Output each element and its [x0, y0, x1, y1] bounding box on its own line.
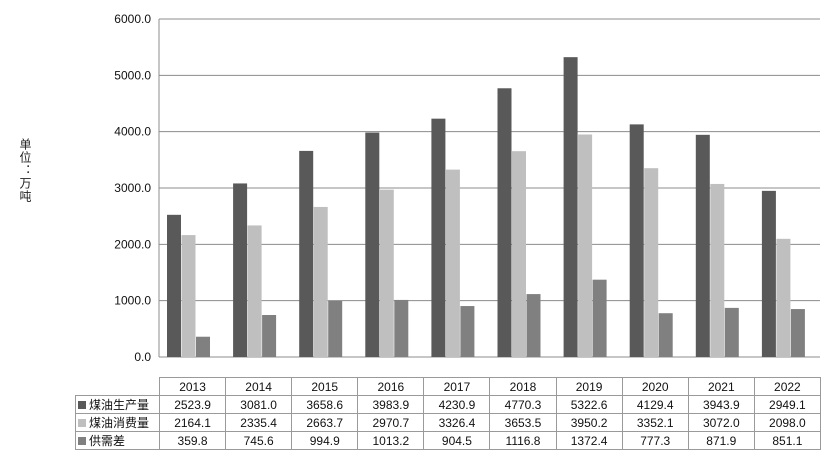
bar-3: [328, 300, 343, 357]
data-label: 3943.9: [687, 395, 755, 414]
x-tick-label: 2016: [357, 377, 425, 396]
legend-key: [78, 419, 86, 427]
bar-1: [299, 150, 314, 357]
data-label: 2164.1: [158, 413, 227, 432]
y-tick-label: 6000.0: [114, 12, 151, 26]
data-label: 3326.4: [423, 413, 491, 432]
bar-1: [695, 134, 710, 357]
data-label: 359.8: [158, 431, 227, 450]
legend-key: [78, 401, 86, 409]
bar-2: [710, 183, 725, 357]
bar-3: [658, 313, 673, 357]
data-label: 3950.2: [555, 413, 623, 432]
y-tick-label: 5000.0: [114, 68, 151, 82]
bar-2: [776, 238, 791, 357]
bar-3: [196, 336, 210, 357]
bar-3: [262, 314, 277, 357]
legend-key: [78, 437, 86, 445]
data-label: 3653.5: [489, 413, 557, 432]
data-label: 777.3: [621, 431, 689, 450]
bar-3: [460, 306, 475, 357]
data-label: 3352.1: [621, 413, 689, 432]
x-tick-label: 2014: [225, 377, 293, 396]
bar-3: [724, 307, 739, 357]
data-label: 745.6: [225, 431, 293, 450]
data-label: 904.5: [423, 431, 491, 450]
bar-2: [313, 206, 328, 357]
bar-2: [445, 169, 460, 357]
bar-1: [629, 124, 644, 357]
data-label: 871.9: [687, 431, 755, 450]
series-name: 煤油消费量: [89, 416, 150, 430]
series-name: 供需差: [89, 434, 126, 448]
data-label: 4770.3: [489, 395, 557, 414]
bar-3: [394, 299, 409, 357]
data-label: 1372.4: [555, 431, 623, 450]
bar-1: [167, 214, 181, 357]
table-row: 煤油消费量 2164.1 2335.4 2663.7 2970.7 3326.4 3653.…: [75, 413, 821, 432]
x-tick-label: 2013: [158, 377, 227, 396]
bar-1: [431, 118, 446, 357]
y-tick-label: 3000.0: [114, 181, 151, 195]
data-label: 4230.9: [423, 395, 491, 414]
bar-1: [233, 183, 248, 357]
bar-2: [379, 189, 394, 357]
data-label: 2098.0: [753, 413, 821, 432]
data-label: 3081.0: [225, 395, 293, 414]
data-label: 3658.6: [291, 395, 359, 414]
table-row: 煤油生产量 2523.9 3081.0 3658.6 3983.9 4230.9 4770.…: [75, 395, 821, 414]
bar-2: [512, 151, 526, 357]
data-label: 3072.0: [687, 413, 755, 432]
legend-entry: 供需差: [75, 431, 160, 450]
legend-entry: 煤油消费量: [75, 413, 160, 432]
data-label: 1116.8: [489, 431, 557, 450]
y-tick-label: 4000.0: [114, 125, 151, 139]
y-axis-label: 单位：万吨: [18, 137, 32, 203]
x-tick-label: 2019: [555, 377, 623, 396]
table-header-row: 2013 2014 2015 2016 2017 2018 2019 2020 2021 2022: [76, 377, 821, 396]
x-tick-label: 2022: [753, 377, 821, 396]
y-tick-label: 0.0: [134, 350, 151, 364]
data-label: 1013.2: [357, 431, 425, 450]
data-label: 851.1: [753, 431, 821, 450]
data-label: 2663.7: [291, 413, 359, 432]
table-row: 供需差 359.8 745.6 994.9 1013.2 904.5 1116.8 1372.…: [75, 431, 821, 450]
y-tick-label: 1000.0: [114, 294, 151, 308]
legend-entry: 煤油生产量: [75, 395, 160, 414]
y-tick-label: 2000.0: [114, 237, 151, 251]
bar-2: [578, 134, 593, 357]
bar-3: [592, 279, 607, 357]
bar-2: [644, 168, 659, 357]
bar-1: [563, 57, 578, 358]
series-name: 煤油生产量: [89, 398, 150, 412]
data-label: 2523.9: [158, 395, 227, 414]
bar-2: [181, 235, 196, 357]
bar-1: [761, 190, 776, 357]
data-label: 2949.1: [753, 395, 821, 414]
data-label: 4129.4: [621, 395, 689, 414]
table-corner-cell: [76, 378, 160, 396]
bar-1: [497, 88, 512, 357]
x-tick-label: 2020: [621, 377, 689, 396]
x-tick-label: 2017: [423, 377, 491, 396]
x-tick-label: 2018: [489, 377, 557, 396]
data-table: 2013 2014 2015 2016 2017 2018 2019 2020 2021 2022…: [75, 377, 821, 450]
data-label: 2970.7: [357, 413, 425, 432]
data-label: 5322.6: [555, 395, 623, 414]
data-label: 2335.4: [225, 413, 293, 432]
bar-3: [790, 309, 805, 357]
x-tick-label: 2015: [291, 377, 359, 396]
data-label: 994.9: [291, 431, 359, 450]
x-tick-label: 2021: [687, 377, 755, 396]
data-label: 3983.9: [357, 395, 425, 414]
bar-1: [365, 132, 380, 357]
bar-3: [526, 294, 541, 357]
bar-2: [247, 225, 262, 357]
